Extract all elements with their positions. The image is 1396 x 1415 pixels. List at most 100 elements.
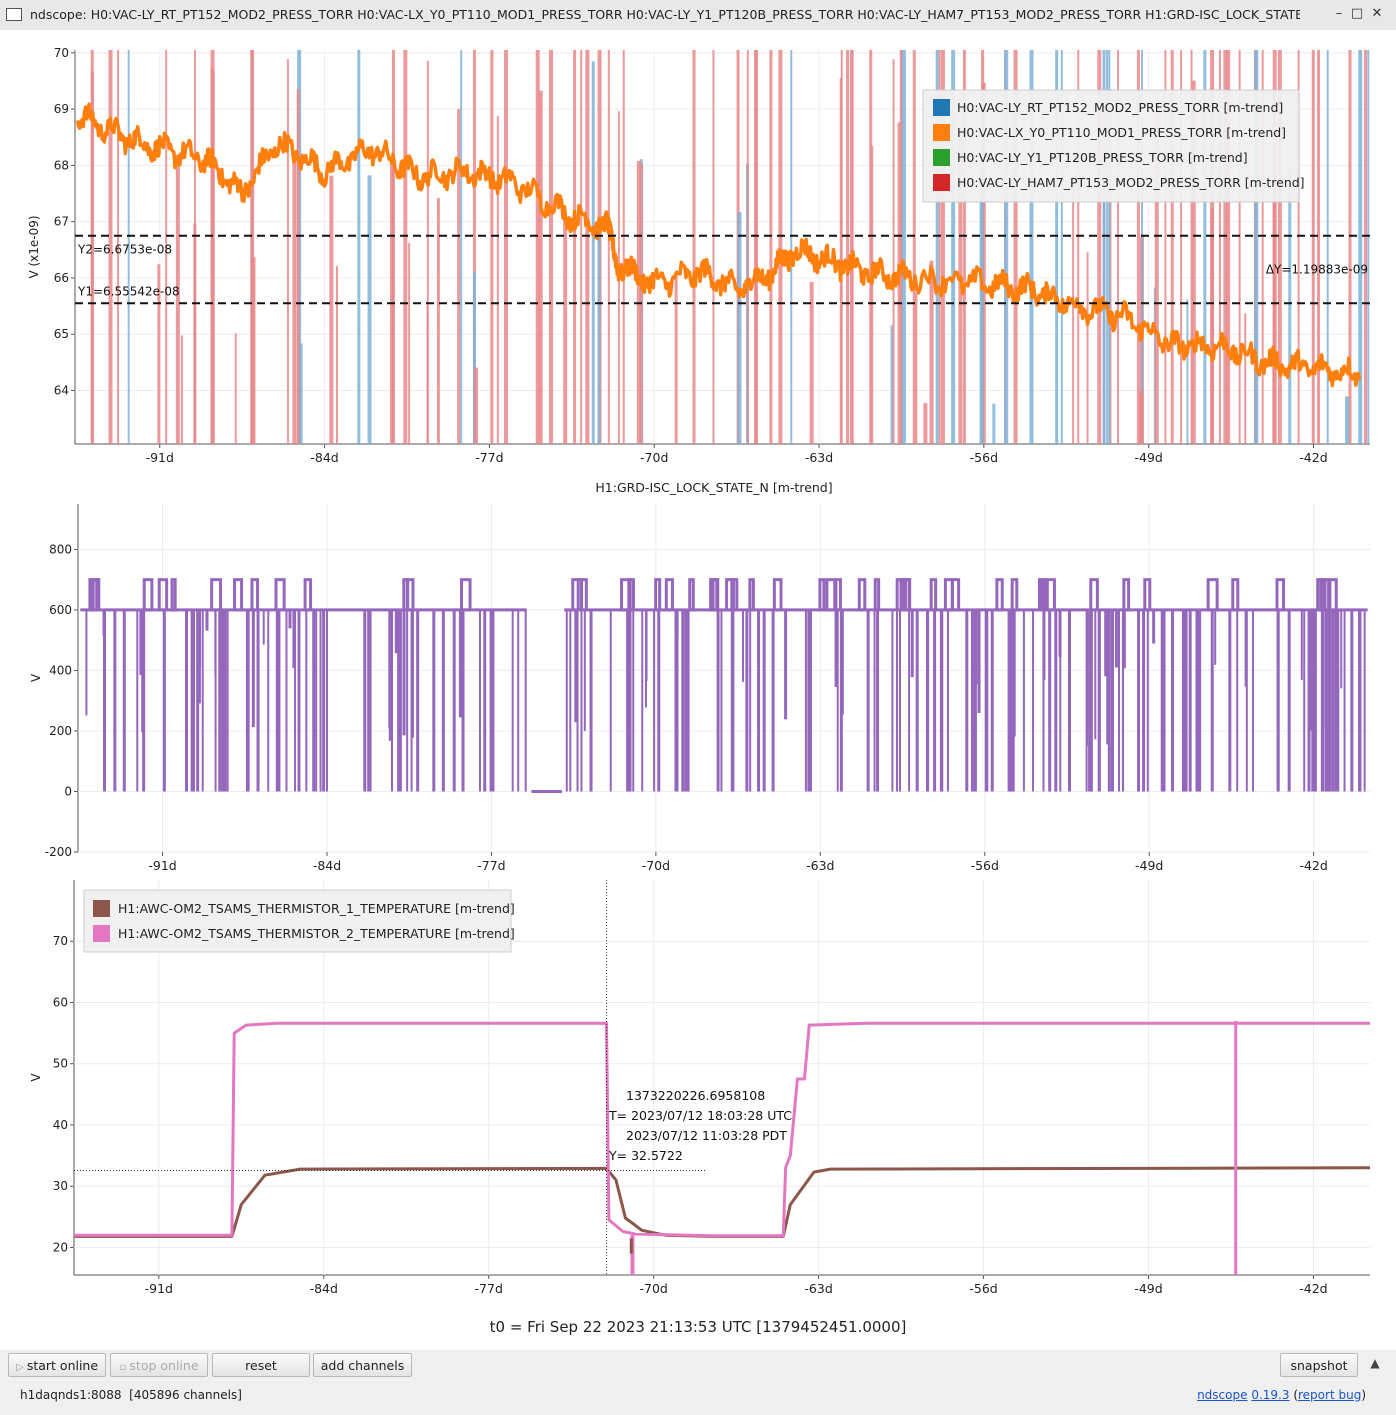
close-icon[interactable]: ✕	[1371, 6, 1383, 21]
spike-bar	[1348, 50, 1352, 444]
spike-bar	[127, 50, 130, 444]
x-tick-label: -70d	[642, 858, 670, 873]
spike-bar	[1139, 391, 1144, 444]
x-tick-label: -63d	[806, 858, 834, 873]
y-tick-label: 60	[53, 995, 68, 1009]
y-tick-label: 64	[54, 384, 69, 398]
spike-bar	[403, 50, 408, 444]
report-bug-link[interactable]: report bug	[1298, 1388, 1362, 1402]
state-peak	[873, 578, 881, 612]
state-peak	[834, 578, 842, 612]
spike-bar	[869, 50, 873, 444]
y-tick-label: 70	[54, 46, 69, 60]
state-peak	[654, 578, 662, 612]
spike-bar	[901, 50, 906, 444]
start-online-button[interactable]: ▷ start online	[8, 1353, 106, 1377]
x-tick-label: -77d	[477, 858, 505, 873]
spike-bar	[180, 335, 183, 444]
spike-bar	[391, 50, 395, 444]
plots-canvas[interactable]: 64 65 66 67 68 69 70 -91d -84d -77d -70d -63d -56d -4…	[0, 30, 1396, 1350]
x-tick-label: -91d	[148, 858, 176, 873]
spike-bar	[938, 50, 941, 444]
state-peak	[250, 578, 260, 612]
version-link[interactable]: 0.19.3	[1251, 1388, 1290, 1402]
plot-title: H1:GRD-ISC_LOCK_STATE_N [m-trend]	[595, 480, 832, 495]
spike-bar	[840, 50, 843, 444]
legend-label: H0:VAC-LY_Y1_PT120B_PRESS_TORR [m-trend]	[957, 150, 1248, 165]
series-line-pt110	[75, 102, 1362, 388]
state-peak	[571, 578, 584, 612]
legend-label: H1:AWC-OM2_TSAMS_THERMISTOR_2_TEMPERATUR…	[118, 926, 515, 941]
reset-button[interactable]: reset	[212, 1353, 310, 1377]
plot-2-series	[80, 578, 1368, 793]
state-peak	[1328, 578, 1338, 612]
minimize-icon[interactable]: –	[1335, 6, 1343, 21]
plot-2: -200 0 200 400 600 800 -91d -84d -77d -70d -63d -56…	[29, 480, 1370, 873]
window-icon	[6, 8, 22, 21]
legend-swatch	[933, 99, 950, 116]
crosshair-utc: T= 2023/07/12 18:03:28 UTC	[608, 1108, 792, 1123]
y-tick-label: 68	[54, 158, 69, 172]
status-bar: h1daqnds1:8088 [405896 channels] ndscope…	[20, 1388, 1366, 1402]
spike-bar	[408, 243, 411, 444]
state-peak	[1143, 578, 1152, 612]
spike-bar	[1218, 50, 1221, 444]
window-title: ndscope: H0:VAC-LY_RT_PT152_MOD2_PRESS_T…	[30, 7, 1300, 22]
legend-swatch	[933, 174, 950, 191]
spike-bar	[210, 50, 215, 444]
snapshot-button[interactable]: snapshot	[1280, 1353, 1358, 1377]
stop-online-button[interactable]: ▫ stop online	[110, 1353, 208, 1377]
spike-bar	[367, 175, 372, 444]
spike-bar	[335, 266, 338, 444]
spike-bar	[357, 50, 361, 444]
spike-bar	[474, 367, 479, 444]
state-peak	[1089, 578, 1099, 612]
spike-bar	[912, 50, 916, 444]
state-peak	[460, 578, 472, 612]
spike-bar	[503, 50, 508, 444]
collapse-arrow-icon[interactable]: ▲	[1370, 1356, 1380, 1370]
maximize-icon[interactable]: □	[1350, 6, 1364, 21]
x-tick-label: -56d	[969, 1281, 997, 1296]
x-tick-label: -77d	[475, 450, 503, 465]
state-peak	[405, 578, 415, 612]
state-peak	[1206, 578, 1219, 612]
y-tick-label: 65	[54, 327, 69, 341]
app-link[interactable]: ndscope	[1197, 1388, 1248, 1402]
y-axis-label: V (x1e-09)	[27, 215, 41, 278]
spike-bar	[979, 162, 984, 444]
cursor-y2-label: Y2=6.6753e-08	[77, 243, 172, 257]
x-tick-label: -63d	[805, 450, 833, 465]
spike-bar	[157, 264, 161, 444]
spike-bar	[890, 325, 894, 444]
x-tick-label: -91d	[146, 450, 174, 465]
spike-bar	[929, 260, 934, 444]
spike-bar	[1210, 50, 1215, 444]
spike-bar	[1141, 50, 1144, 444]
spike-bar	[915, 293, 918, 444]
spike-bar	[296, 89, 300, 444]
spike-bar	[1117, 50, 1120, 444]
series-line-thermistor-2	[74, 1021, 1370, 1238]
spike-bar	[426, 60, 429, 444]
x-tick-label: -49d	[1134, 450, 1162, 465]
state-peak	[620, 578, 632, 612]
state-peak	[88, 578, 99, 612]
spike-bar	[1277, 50, 1282, 444]
spike-bar	[940, 50, 945, 444]
spike-bar	[935, 50, 939, 444]
spike-bar	[892, 59, 895, 444]
spike-bar	[329, 175, 334, 444]
spike-bar	[573, 50, 577, 444]
spike-bar	[607, 50, 610, 444]
x-tick-label: -84d	[310, 1281, 338, 1296]
t0-label: t0 = Fri Sep 22 2023 21:13:53 UTC [13794…	[490, 1318, 907, 1336]
add-channels-button[interactable]: add channels	[313, 1353, 412, 1377]
spike-bar	[1358, 50, 1363, 444]
plot-1-series	[75, 50, 1370, 444]
spike-bar	[1029, 50, 1034, 444]
spike-bar	[899, 50, 902, 444]
spike-bar	[871, 145, 874, 444]
crosshair-pdt: 2023/07/12 11:03:28 PDT	[626, 1128, 787, 1143]
x-tick-label: -42d	[1299, 1281, 1327, 1296]
